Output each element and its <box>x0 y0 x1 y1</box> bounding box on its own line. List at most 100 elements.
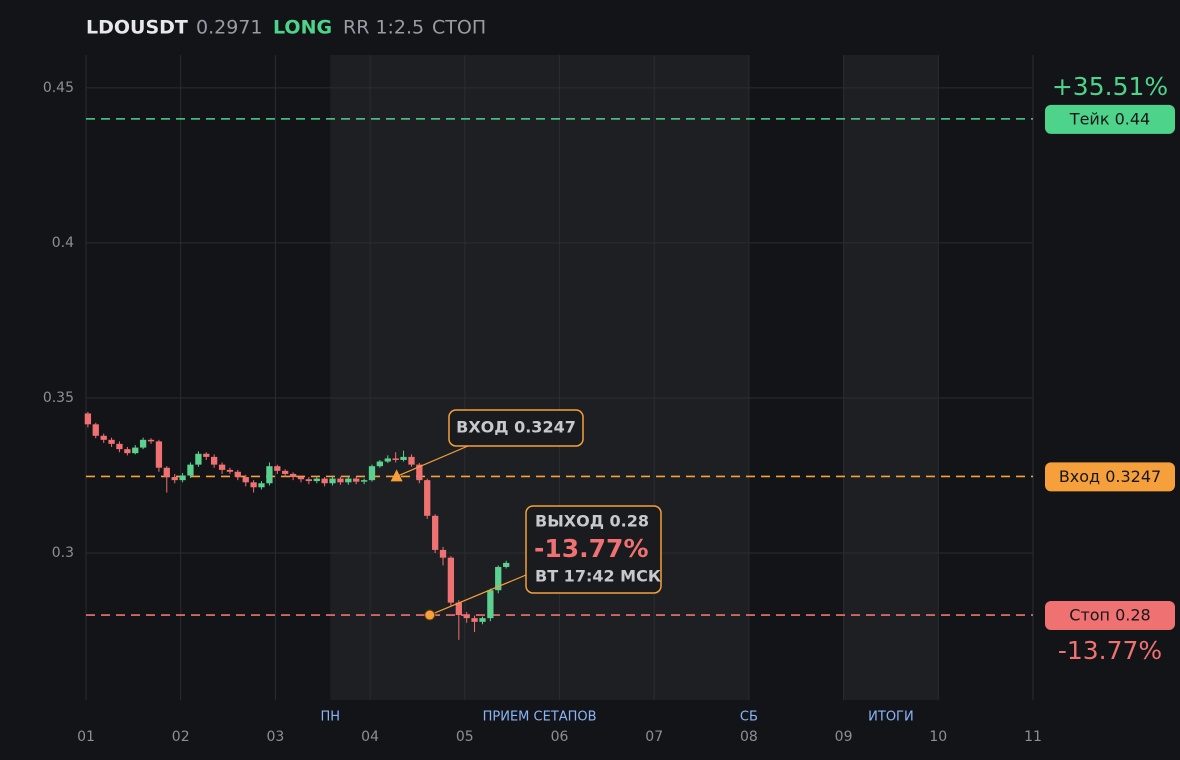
session-label: ПРИЕМ СЕТАПОВ <box>483 710 597 725</box>
candle-body <box>163 467 170 478</box>
candle-body <box>503 562 510 567</box>
entry-connector <box>396 445 469 477</box>
candle-body <box>432 515 439 550</box>
level-label: Тейк 0.44 <box>1069 109 1150 128</box>
level-label: Вход 0.3247 <box>1059 467 1161 486</box>
candle-body <box>455 602 462 616</box>
y-tick-label: 0.4 <box>52 235 74 251</box>
candle-body <box>132 447 139 454</box>
exit-label: ВЫХОД 0.28 <box>535 512 649 531</box>
x-tick-label: 04 <box>361 729 379 745</box>
candle-body <box>195 453 202 465</box>
candle-body <box>139 439 147 448</box>
entry-marker <box>390 469 403 482</box>
candle-body <box>487 590 494 619</box>
candle-body <box>258 483 265 488</box>
candle-body <box>408 456 415 465</box>
candle-body <box>479 618 486 622</box>
candle-body <box>250 482 257 488</box>
candle-body <box>353 478 360 482</box>
candle-body <box>282 470 289 474</box>
candle-body <box>289 473 297 478</box>
level-label: Стоп 0.28 <box>1069 606 1150 625</box>
exit-result: -13.77% <box>534 534 649 563</box>
candle-body <box>116 443 123 450</box>
candle-body <box>266 466 273 484</box>
session-zone <box>330 55 749 700</box>
candle-body <box>108 439 115 444</box>
session-label: ПН <box>321 710 341 725</box>
candle-body <box>313 478 320 482</box>
candle-body <box>92 424 99 436</box>
x-tick-label: 01 <box>77 729 95 745</box>
candle-body <box>179 475 186 481</box>
session-zone <box>843 55 939 700</box>
candle-body <box>274 466 281 471</box>
x-tick-label: 10 <box>929 729 947 745</box>
entry-label: ВХОД 0.3247 <box>456 418 576 437</box>
candle-body <box>447 557 455 603</box>
y-tick-label: 0.35 <box>43 390 74 406</box>
candle-body <box>337 478 344 483</box>
candle-body <box>187 464 194 476</box>
status: СТОП <box>432 17 486 39</box>
candle-body <box>424 480 431 516</box>
candle-body <box>226 469 234 472</box>
candle-body <box>84 413 92 425</box>
candle-body <box>234 471 241 478</box>
x-tick-label: 07 <box>645 729 663 745</box>
candle-body <box>400 456 407 460</box>
candle-body <box>305 479 312 482</box>
session-label: ИТОГИ <box>868 710 914 725</box>
candle-body <box>495 566 502 591</box>
candle-body <box>368 466 376 481</box>
candle-body <box>210 456 218 465</box>
stop-percent: -13.77% <box>1058 636 1162 665</box>
candle-body <box>392 458 399 460</box>
candle-body <box>124 449 131 454</box>
candle-body <box>463 615 470 619</box>
exit-connector <box>429 574 527 616</box>
x-tick-label: 02 <box>172 729 190 745</box>
candle-body <box>321 478 328 484</box>
candle-body <box>376 461 383 467</box>
candle-body <box>297 477 305 480</box>
candle-body <box>147 439 155 442</box>
y-tick-label: 0.45 <box>43 80 74 96</box>
level-badge <box>1045 601 1175 631</box>
session-label: СБ <box>740 710 758 725</box>
x-tick-label: 05 <box>456 729 474 745</box>
y-tick-label: 0.3 <box>52 545 74 561</box>
x-tick-label: 11 <box>1024 729 1042 745</box>
side: LONG <box>273 17 332 39</box>
candle-body <box>416 464 423 481</box>
candle-body <box>203 453 210 457</box>
entry-box <box>448 409 584 447</box>
risk-reward: RR 1:2.5 <box>343 17 424 39</box>
candle-body <box>360 480 368 482</box>
candle-body <box>345 478 352 483</box>
candle-body <box>242 477 249 483</box>
candle-body <box>439 549 447 558</box>
exit-box <box>525 505 662 594</box>
candle-body <box>100 435 107 440</box>
candle-body <box>218 464 226 470</box>
candle-body <box>155 441 163 468</box>
x-tick-label: 03 <box>266 729 284 745</box>
candle-body <box>329 478 336 484</box>
symbol: LDOUSDT <box>86 17 188 39</box>
level-badge <box>1045 462 1175 492</box>
candle-body <box>384 458 391 462</box>
x-tick-label: 06 <box>551 729 569 745</box>
level-badge <box>1045 104 1175 134</box>
candle-body <box>171 477 178 481</box>
exit-marker <box>424 609 436 621</box>
x-tick-label: 08 <box>740 729 758 745</box>
x-tick-label: 09 <box>835 729 853 745</box>
exit-time: ВТ 17:42 МСК <box>535 567 661 586</box>
price: 0.2971 <box>196 17 262 39</box>
take-percent: +35.51% <box>1052 72 1168 101</box>
candle-body <box>471 618 478 622</box>
